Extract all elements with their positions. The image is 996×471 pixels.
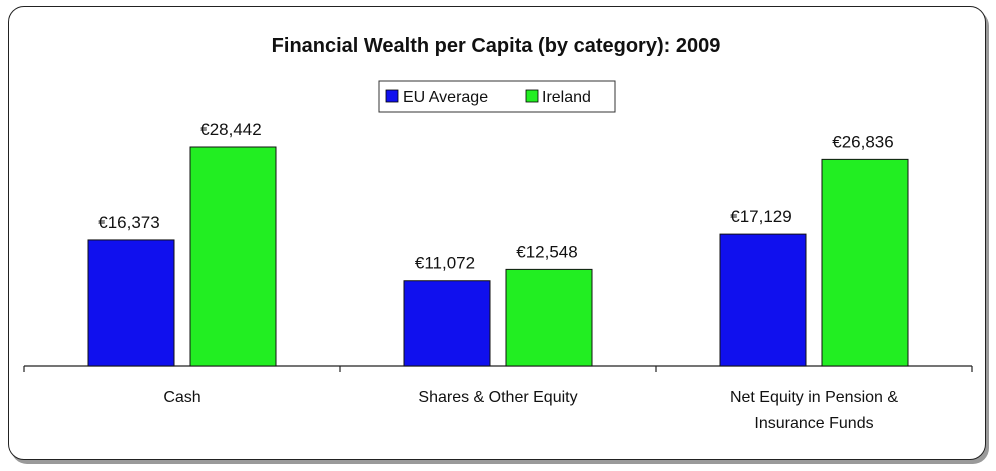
legend-label-eu-average: EU Average <box>403 89 488 106</box>
legend-swatch-eu-average <box>385 89 399 103</box>
category-label: Insurance Funds <box>754 415 873 432</box>
category-label: Cash <box>163 389 200 406</box>
data-label: €12,548 <box>516 242 577 261</box>
data-label: €17,129 <box>730 207 791 226</box>
category-label: Shares & Other Equity <box>418 389 577 406</box>
data-label: €26,836 <box>832 132 893 151</box>
data-label: €16,373 <box>98 213 159 232</box>
chart-title: Financial Wealth per Capita (by category… <box>272 35 721 57</box>
data-label: €11,072 <box>415 254 475 273</box>
legend: EU Average Ireland <box>378 80 616 113</box>
bar <box>87 239 175 367</box>
bar <box>719 233 807 367</box>
legend-label-ireland: Ireland <box>542 89 591 106</box>
legend-box <box>378 80 616 113</box>
bar <box>403 280 491 367</box>
category-label: Net Equity in Pension & <box>730 389 898 406</box>
bar <box>821 158 909 367</box>
bar <box>505 268 593 367</box>
plot-area: €16,373 €28,442 Cash €11,072 €12,548 Shares &… <box>23 120 973 432</box>
data-label: €28,442 <box>200 120 261 139</box>
legend-swatch-ireland <box>525 89 539 103</box>
bar <box>189 146 277 367</box>
